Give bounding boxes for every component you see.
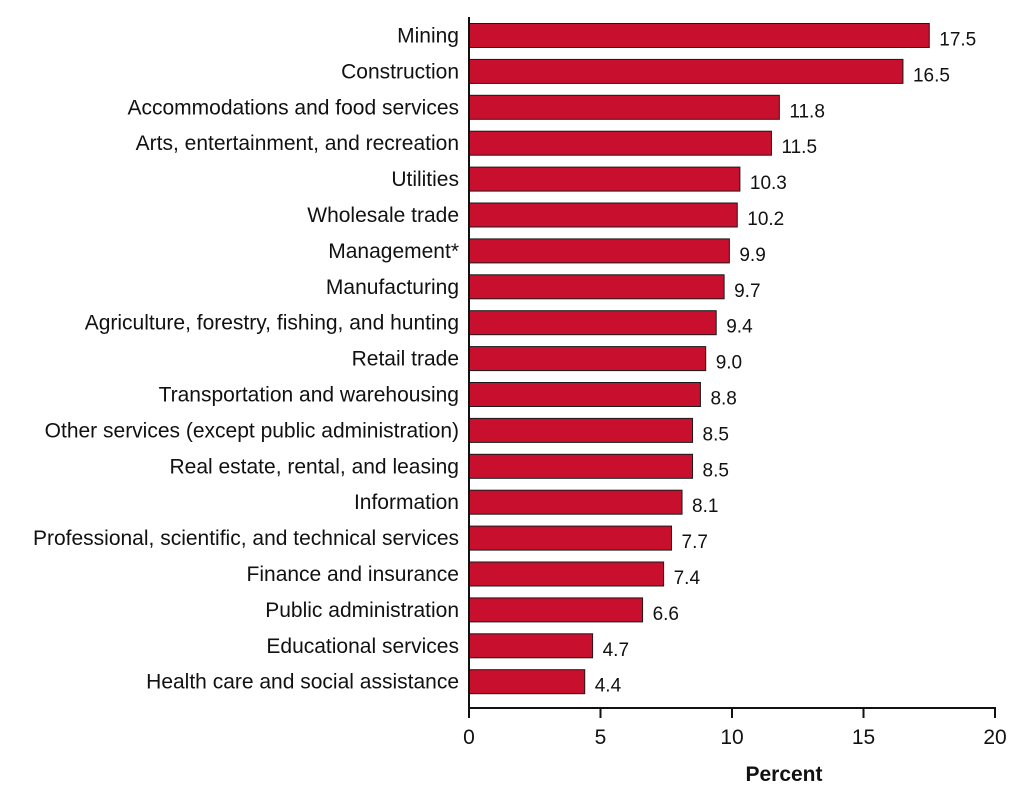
bar — [468, 453, 694, 479]
bar — [468, 310, 717, 336]
bar — [468, 94, 780, 120]
bar — [468, 238, 730, 264]
category-label: Retail trade — [352, 348, 459, 371]
bar — [468, 58, 904, 84]
bar — [468, 202, 738, 228]
category-label: Transportation and warehousing — [159, 384, 459, 407]
value-label: 17.5 — [939, 30, 976, 51]
value-label: 9.9 — [739, 245, 765, 266]
category-label: Information — [354, 491, 459, 514]
bar — [468, 346, 707, 372]
x-tick-label: 20 — [983, 726, 1006, 749]
bar — [468, 525, 673, 551]
value-label: 8.1 — [692, 496, 718, 517]
value-label: 8.8 — [710, 389, 736, 410]
bar — [468, 597, 644, 623]
x-tick-label: 0 — [463, 726, 475, 749]
x-tick-label: 15 — [852, 726, 875, 749]
category-label: Health care and social assistance — [146, 671, 459, 694]
value-label: 11.5 — [781, 137, 817, 158]
x-tick-label: 5 — [595, 726, 607, 749]
category-label: Finance and insurance — [247, 563, 459, 586]
value-label: 8.5 — [703, 424, 729, 445]
value-label: 9.0 — [716, 353, 742, 374]
bar — [468, 23, 930, 48]
bar — [468, 633, 594, 659]
bar — [468, 561, 665, 587]
value-label: 7.4 — [674, 568, 701, 589]
category-labels: Mining Construction Accommodations and foo… — [33, 25, 459, 694]
category-label: Mining — [397, 25, 459, 48]
category-label: Utilities — [391, 168, 459, 191]
value-label: 11.8 — [789, 101, 825, 122]
value-label: 7.7 — [682, 532, 708, 553]
value-label: 9.4 — [726, 317, 753, 338]
category-label: Other services (except public administra… — [45, 419, 459, 442]
category-label: Arts, entertainment, and recreation — [136, 132, 459, 155]
bars-group — [468, 23, 930, 695]
category-label: Agriculture, forestry, fishing, and hunt… — [85, 312, 459, 335]
bar — [468, 489, 683, 515]
value-label: 9.7 — [734, 281, 760, 302]
category-label: Professional, scientific, and technical … — [33, 527, 459, 550]
value-label: 4.4 — [595, 676, 622, 697]
value-label: 10.3 — [750, 173, 787, 194]
value-label: 6.6 — [653, 604, 679, 625]
category-label: Public administration — [265, 599, 459, 622]
category-label: Real estate, rental, and leasing — [169, 455, 459, 478]
category-label: Accommodations and food services — [128, 96, 460, 119]
value-label: 16.5 — [913, 65, 950, 86]
bar — [468, 382, 701, 407]
value-label: 10.2 — [747, 209, 784, 230]
bar — [468, 417, 694, 443]
x-tick-label: 10 — [720, 726, 743, 749]
category-label: Manufacturing — [326, 276, 459, 299]
category-label: Construction — [341, 60, 459, 83]
category-label: Educational services — [266, 635, 459, 658]
value-labels: 17.5 16.5 11.8 11.5 10.3 10.2 9.9 9.7 9.4 9.0 8.8 8… — [595, 30, 977, 697]
category-label: Management* — [328, 240, 459, 263]
bar — [468, 166, 741, 192]
axes: 0 5 10 15 20 — [463, 17, 1007, 749]
value-label: 4.7 — [603, 640, 629, 661]
value-label: 8.5 — [703, 460, 729, 481]
x-axis-title: Percent — [745, 763, 822, 786]
bar — [468, 274, 725, 300]
bar — [468, 130, 772, 156]
category-label: Wholesale trade — [307, 204, 459, 227]
bar — [468, 669, 586, 695]
